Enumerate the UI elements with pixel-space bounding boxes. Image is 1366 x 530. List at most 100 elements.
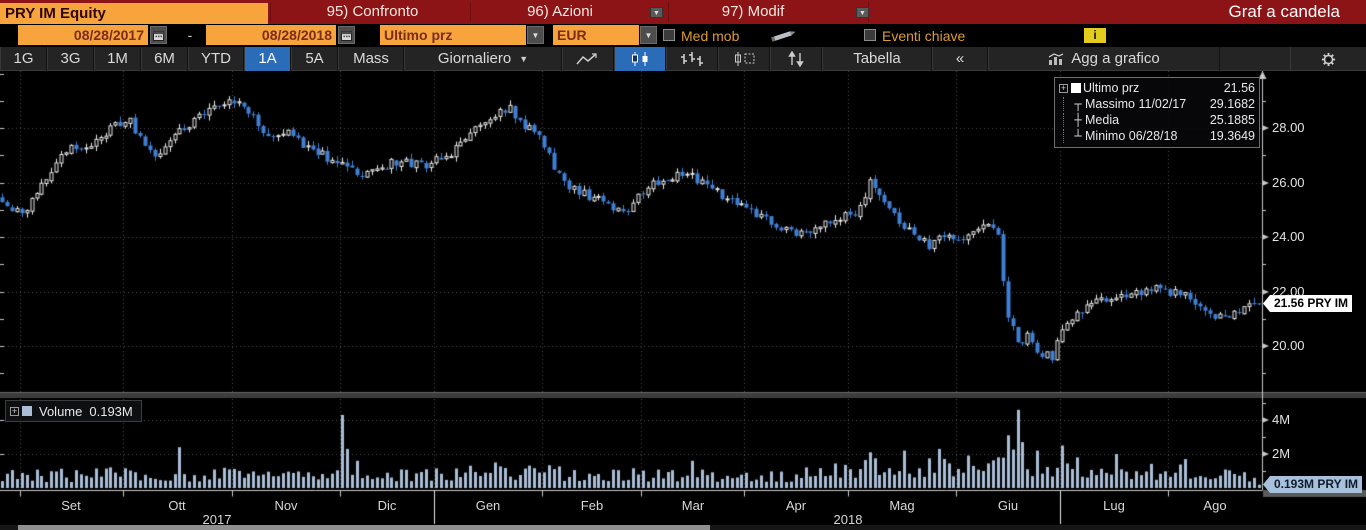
month-axis-label: Ago: [1203, 498, 1227, 513]
calendar-to-button[interactable]: [338, 26, 355, 44]
month-axis-label: Mar: [681, 498, 705, 513]
calendar-icon: [153, 30, 164, 41]
period-select[interactable]: Giornaliero ▼: [404, 47, 562, 71]
pencil-icon[interactable]: [768, 27, 802, 47]
tree-line: [1063, 97, 1071, 111]
month-axis-label: Nov: [274, 498, 298, 513]
year-axis-label: 2017: [202, 512, 232, 527]
tree-line: [1063, 113, 1071, 127]
settings-button[interactable]: [1290, 47, 1366, 71]
range-buttons: 1G 3G 1M 6M YTD 1A 5A Mass: [0, 47, 404, 71]
ticker-field[interactable]: PRY IM Equity: [0, 3, 268, 24]
range-button-1m[interactable]: 1M: [94, 47, 141, 71]
calendar-from-button[interactable]: [150, 26, 167, 44]
menu-item-3[interactable]: 97) Modif: [721, 3, 785, 20]
currency-dropdown-icon[interactable]: [640, 26, 657, 44]
menu-dropdown-icon[interactable]: ▼: [650, 7, 663, 18]
menu-divider: [668, 2, 669, 22]
month-axis-label: Apr: [785, 498, 807, 513]
price-axis-label: 20.00: [1272, 338, 1305, 353]
month-axis-label: Dic: [377, 498, 397, 513]
menu-item-2[interactable]: 96) Azioni: [527, 3, 593, 20]
menu-item-1[interactable]: 95) Confronto: [326, 3, 419, 20]
price-axis-label: 22.00: [1272, 284, 1305, 299]
line-chart-icon: [576, 53, 597, 65]
last-price-tag: 21.56 PRY IM: [1263, 295, 1353, 312]
ohlc-bars-icon: [681, 52, 703, 66]
price-axis-label: 24.00: [1272, 229, 1305, 244]
fieldbar: 08/28/2017 - 08/28/2018 Ultimo prz EUR M…: [0, 24, 1366, 47]
year-axis-label: 2018: [833, 512, 863, 527]
legend-row-2[interactable]: ┬ Massimo 11/02/17 29.1682: [1059, 96, 1255, 112]
last-volume-tag: 0.193M PRY IM: [1263, 476, 1363, 493]
menu-divider: [470, 2, 471, 22]
month-axis-label: Set: [61, 498, 81, 513]
info-button[interactable]: i: [1084, 28, 1106, 43]
legend-label: Minimo 06/28/18: [1085, 129, 1178, 143]
candlestick-icon: [632, 52, 648, 66]
horizontal-scrollbar[interactable]: [0, 525, 1366, 530]
eventi-chiave-label: Eventi chiave: [882, 28, 966, 44]
month-axis-label: Feb: [580, 498, 604, 513]
legend-value: 19.3649: [1209, 129, 1255, 143]
line-chart-button[interactable]: [562, 47, 614, 71]
date-to-field[interactable]: 08/28/2018: [206, 25, 336, 45]
compare-arrows-button[interactable]: [770, 47, 822, 71]
month-axis-label: Giu: [997, 498, 1019, 513]
med-mob-checkbox[interactable]: [663, 29, 675, 41]
legend-value: 21.56: [1223, 81, 1255, 95]
toolbar-spacer: [1220, 47, 1290, 70]
month-axis-label: Gen: [475, 498, 501, 513]
candle-volume-icon: [735, 52, 755, 66]
range-button-6m[interactable]: 6M: [141, 47, 188, 71]
volume-swatch-icon: [22, 406, 32, 416]
legend-label: Ultimo prz: [1083, 81, 1140, 95]
date-range-separator: -: [187, 27, 193, 43]
legend-row-3[interactable]: ┼ Media 25.1885: [1059, 112, 1255, 128]
month-axis-label: Ott: [168, 498, 186, 513]
price-source-dropdown-icon[interactable]: [527, 26, 544, 44]
menu-divider: [270, 2, 271, 22]
chart-area: Ultimo prz 21.56┬Massimo 11/02/1729.1682┼…: [0, 71, 1366, 530]
volume-legend[interactable]: Volume 0.193M: [5, 400, 142, 422]
legend-row-1[interactable]: Ultimo prz 21.56: [1059, 80, 1255, 96]
range-button-mass[interactable]: Mass: [338, 47, 404, 71]
price-axis-label: 28.00: [1272, 120, 1305, 135]
calendar-icon: [341, 30, 352, 41]
legend-label: Media: [1085, 113, 1120, 127]
date-from-field[interactable]: 08/28/2017: [18, 25, 148, 45]
expander-icon[interactable]: [10, 406, 19, 416]
range-button-ytd[interactable]: YTD: [188, 47, 244, 71]
range-button-1a[interactable]: 1A: [244, 47, 291, 71]
eventi-chiave-checkbox[interactable]: [864, 29, 876, 41]
candle-volume-button[interactable]: [718, 47, 770, 71]
volume-axis-label: 2M: [1272, 446, 1291, 461]
med-mob-label: Med mob: [681, 28, 740, 44]
study-legend: Ultimo prz 21.56┬Massimo 11/02/1729.1682┼…: [1054, 77, 1260, 148]
ohlc-bars-button[interactable]: [666, 47, 718, 71]
range-button-1g[interactable]: 1G: [0, 47, 47, 71]
mini-chart-icon: [1048, 52, 1064, 65]
add-to-chart-button[interactable]: Agg a grafico: [988, 47, 1220, 71]
series-swatch-icon: [1071, 83, 1081, 93]
legend-row-4[interactable]: ┴ Minimo 06/28/18 19.3649: [1059, 128, 1255, 144]
range-button-5a[interactable]: 5A: [291, 47, 338, 71]
volume-legend-value: 0.193M: [89, 403, 133, 419]
month-axis-label: Mag: [889, 498, 915, 513]
page-title: Graf a candela: [1228, 2, 1340, 21]
marker-icon: ┼: [1074, 113, 1082, 127]
menu-dropdown-icon[interactable]: ▼: [856, 7, 869, 18]
currency-select[interactable]: EUR: [553, 25, 639, 45]
scrollbar-thumb[interactable]: [18, 525, 710, 530]
volume-axis-label: 4M: [1272, 412, 1291, 427]
table-button[interactable]: Tabella: [822, 47, 932, 71]
month-axis-label: Lug: [1103, 498, 1125, 513]
range-button-3g[interactable]: 3G: [47, 47, 94, 71]
expander-icon[interactable]: [1059, 83, 1068, 93]
collapse-panel-button[interactable]: «: [932, 47, 988, 71]
price-source-select[interactable]: Ultimo prz: [380, 25, 526, 45]
price-axis-label: 26.00: [1272, 175, 1305, 190]
candlestick-chart-button[interactable]: [614, 47, 666, 71]
toolbar: 1G 3G 1M 6M YTD 1A 5A Mass Giornaliero ▼: [0, 47, 1366, 71]
